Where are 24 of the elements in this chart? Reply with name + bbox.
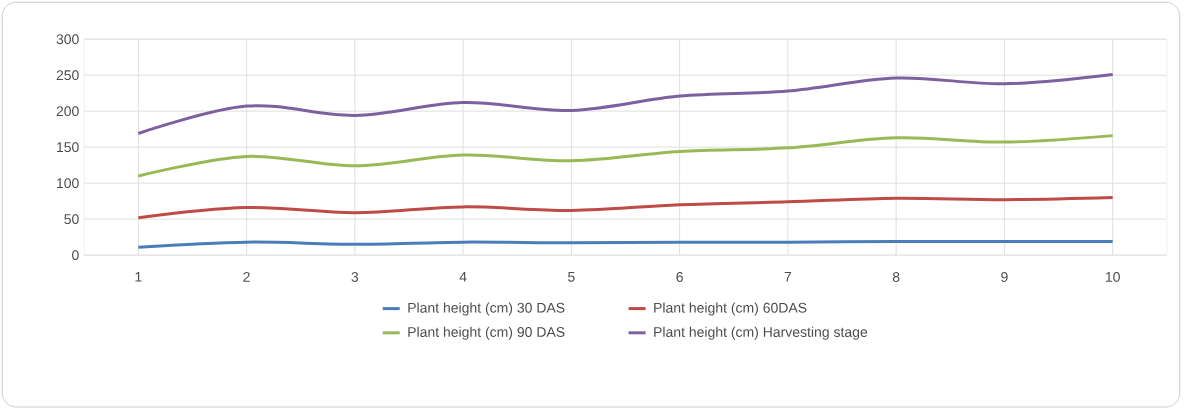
legend-label: Plant height (cm) Harvesting stage [654,326,868,340]
legend-label: Plant height (cm) 90 DAS [408,326,565,340]
x-tick-label: 4 [459,271,467,282]
y-tick-label: 0 [72,250,79,260]
y-tick-label: 100 [57,178,79,188]
y-tick-label: 250 [56,70,79,80]
x-tick-label: 3 [351,271,359,282]
y-tick-label: 150 [57,142,79,152]
legend-label: Plant height (cm) 60DAS [654,302,807,316]
x-tick-label: 6 [676,271,683,282]
x-tick-label: 10 [1105,271,1120,282]
legend-label: Plant height (cm) 30 DAS [408,302,565,316]
x-tick-label: 7 [784,271,792,282]
x-tick-label: 8 [892,271,900,282]
line-series [136,72,1115,135]
x-tick-label: 5 [568,271,575,282]
x-tick-label: 2 [243,271,250,282]
y-tick-label: 300 [56,34,79,45]
line-series [136,134,1115,178]
line-series [136,195,1115,220]
y-tick-label: 200 [56,106,79,116]
x-tick-label: 9 [1001,271,1008,282]
x-tick-label: 1 [135,271,142,282]
y-tick-label: 50 [64,214,79,224]
